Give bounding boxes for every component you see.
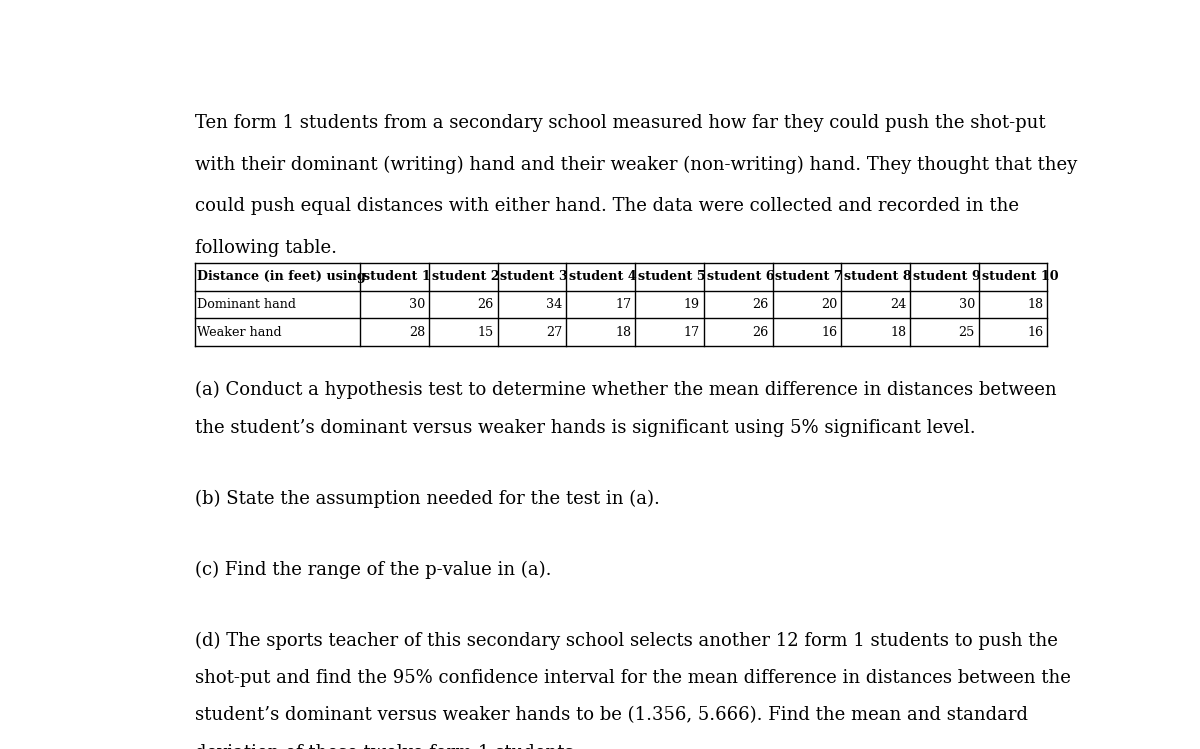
Text: 26: 26 [752,326,769,339]
Text: 24: 24 [890,298,906,311]
Text: 18: 18 [1027,298,1044,311]
Text: (d) The sports teacher of this secondary school selects another 12 form 1 studen: (d) The sports teacher of this secondary… [194,631,1057,649]
Text: student’s dominant versus weaker hands to be (1.356, 5.666). Find the mean and s: student’s dominant versus weaker hands t… [194,706,1027,724]
Text: 15: 15 [478,326,494,339]
Text: Weaker hand: Weaker hand [198,326,282,339]
Text: Distance (in feet) using: Distance (in feet) using [198,270,366,283]
Text: (b) State the assumption needed for the test in (a).: (b) State the assumption needed for the … [194,490,660,508]
Text: could push equal distances with either hand. The data were collected and recorde: could push equal distances with either h… [194,197,1019,215]
Text: shot-put and find the 95% confidence interval for the mean difference in distanc: shot-put and find the 95% confidence int… [194,669,1070,687]
Text: 18: 18 [890,326,906,339]
Text: 30: 30 [409,298,425,311]
Text: 26: 26 [752,298,769,311]
Text: deviation of these twelve form 1 students.: deviation of these twelve form 1 student… [194,744,580,749]
Text: 30: 30 [959,298,976,311]
Text: student 7: student 7 [775,270,844,283]
Text: student 6: student 6 [707,270,774,283]
Text: student 5: student 5 [638,270,706,283]
Text: 19: 19 [684,298,700,311]
Text: 28: 28 [409,326,425,339]
Text: 16: 16 [822,326,838,339]
Text: 18: 18 [616,326,631,339]
Text: student 2: student 2 [432,270,499,283]
Text: Ten form 1 students from a secondary school measured how far they could push the: Ten form 1 students from a secondary sch… [194,114,1045,132]
Text: (a) Conduct a hypothesis test to determine whether the mean difference in distan: (a) Conduct a hypothesis test to determi… [194,381,1056,399]
Text: student 10: student 10 [982,270,1058,283]
Text: student 8: student 8 [844,270,912,283]
Text: Dominant hand: Dominant hand [198,298,296,311]
Text: 17: 17 [616,298,631,311]
Text: 16: 16 [1027,326,1044,339]
Text: 20: 20 [821,298,838,311]
Text: 26: 26 [478,298,494,311]
Text: student 3: student 3 [500,270,568,283]
Text: student 1: student 1 [362,270,431,283]
Text: the student’s dominant versus weaker hands is significant using 5% significant l: the student’s dominant versus weaker han… [194,419,976,437]
Text: 25: 25 [959,326,976,339]
Text: 34: 34 [546,298,563,311]
Text: following table.: following table. [194,239,337,257]
Text: (c) Find the range of the p-value in (a).: (c) Find the range of the p-value in (a)… [194,560,551,579]
Text: 17: 17 [684,326,700,339]
Text: student 9: student 9 [913,270,980,283]
Text: 27: 27 [546,326,563,339]
Text: with their dominant (writing) hand and their weaker (non-writing) hand. They tho: with their dominant (writing) hand and t… [194,156,1076,174]
Text: student 4: student 4 [569,270,637,283]
